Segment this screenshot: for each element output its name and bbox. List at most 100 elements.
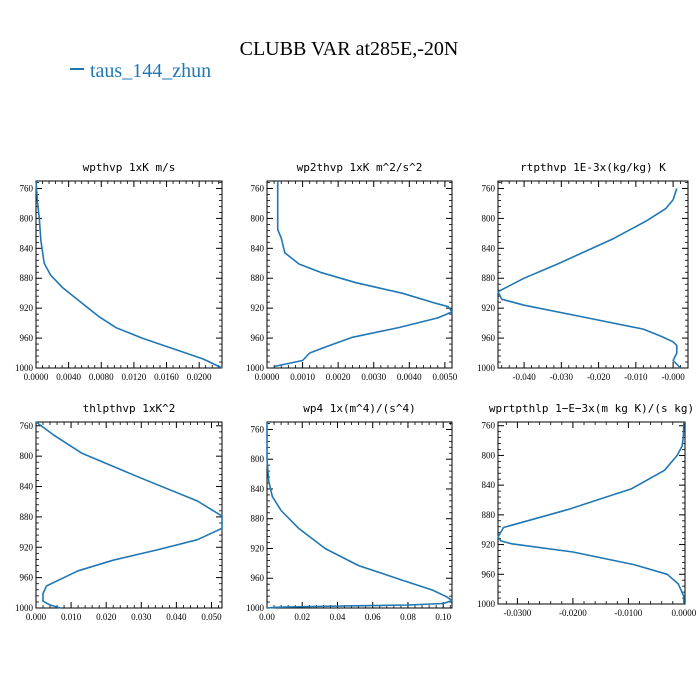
y-tick-label: 760 xyxy=(482,421,496,431)
x-tick-label: -0.0200 xyxy=(559,608,587,618)
x-tick-label: 0.00 xyxy=(259,612,275,622)
x-tick-label: 0.08 xyxy=(400,612,416,622)
series-line xyxy=(266,422,453,609)
panel-title: rtpthvp 1E-3x(kg/kg) K xyxy=(520,161,666,174)
x-tick-label: 0.040 xyxy=(166,612,187,622)
y-tick-label: 960 xyxy=(251,573,265,583)
y-tick-label: 880 xyxy=(251,273,265,283)
x-tick-label: 0.0030 xyxy=(361,372,386,382)
y-tick-label: 840 xyxy=(482,243,496,253)
y-tick-label: 840 xyxy=(482,480,496,490)
series-line xyxy=(497,188,682,369)
series-line xyxy=(497,421,685,604)
x-tick-label: 0.02 xyxy=(294,612,310,622)
y-tick-label: 920 xyxy=(482,540,496,550)
y-tick-label: 840 xyxy=(251,243,265,253)
subplot-grid: wpthvp 1xK m/s76080084088092096010000.00… xyxy=(15,161,697,622)
x-tick-label: 0.0080 xyxy=(89,372,114,382)
y-tick-label: 760 xyxy=(20,183,34,193)
x-tick-label: 0.020 xyxy=(96,612,117,622)
x-tick-label: -0.020 xyxy=(587,372,611,382)
subplot-6: wprtpthlp 1−E−3x(m kg K)/(s kg) 760 800 840… xyxy=(477,402,697,618)
figure-title: CLUBB VAR at285E,-20N xyxy=(240,38,459,60)
y-tick-label: 1000 xyxy=(477,363,496,373)
y-tick-label: 800 xyxy=(482,213,496,223)
x-tick-label: -0.000 xyxy=(661,372,685,382)
y-tick-label: 920 xyxy=(482,303,496,313)
subplot-2: wp2thvp 1xK m^2/s^2 760 800 840 880 920 960 100… xyxy=(246,161,458,382)
y-tick-label: 1000 xyxy=(477,599,496,609)
x-tick-label: 0.0020 xyxy=(326,372,351,382)
panel-title: wp2thvp 1xK m^2/s^2 xyxy=(297,161,423,174)
x-tick-label: 0.0010 xyxy=(290,372,315,382)
y-tick-label: 840 xyxy=(251,484,265,494)
y-tick-label: 1000 xyxy=(15,603,34,613)
y-tick-label: 760 xyxy=(20,421,34,431)
y-tick-label: 760 xyxy=(251,183,265,193)
panel-title: wpthvp 1xK m/s xyxy=(83,161,176,174)
x-tick-label: 0.0050 xyxy=(433,372,458,382)
x-tick-label: -0.0100 xyxy=(615,608,643,618)
y-tick-label: 880 xyxy=(482,510,496,520)
series-line xyxy=(35,421,223,609)
y-tick-label: 920 xyxy=(20,303,34,313)
y-tick-label: 800 xyxy=(20,213,34,223)
y-tick-label: 880 xyxy=(20,273,34,283)
x-tick-label: 0.0160 xyxy=(154,372,179,382)
y-tick-label: 800 xyxy=(251,213,265,223)
x-tick-label: 0.0000 xyxy=(255,372,280,382)
x-tick-label: 0.0040 xyxy=(56,372,81,382)
y-tick-label: 880 xyxy=(251,514,265,524)
x-tick-label: 0.0040 xyxy=(397,372,422,382)
y-tick-label: 960 xyxy=(482,569,496,579)
subplot-5: wp4 1x(m^4)/(s^4)76080084088092096010000… xyxy=(246,402,453,622)
plot-frame xyxy=(35,180,223,369)
plot-frame xyxy=(35,421,223,609)
y-tick-label: 800 xyxy=(20,451,34,461)
subplot-3: rtpthvp 1E-3x(kg/kg) K 760 800 840 880 920 960… xyxy=(477,161,689,382)
x-tick-label: -0.0300 xyxy=(504,608,532,618)
plot-frame xyxy=(266,180,453,369)
x-tick-label: 0.000 xyxy=(26,612,47,622)
series-line xyxy=(273,181,453,368)
x-tick-label: 0.0200 xyxy=(187,372,212,382)
y-tick-label: 1000 xyxy=(15,363,34,373)
y-tick-label: 1000 xyxy=(246,603,265,613)
plot-frame xyxy=(266,421,453,609)
subplot-4: thlpthvp 1xK^2 760 800 840 880 920 960 10000.00… xyxy=(15,402,223,622)
y-tick-label: 760 xyxy=(482,183,496,193)
subplot-1: wpthvp 1xK m/s76080084088092096010000.00… xyxy=(15,161,223,382)
y-tick-label: 920 xyxy=(251,543,265,553)
y-tick-label: 960 xyxy=(251,333,265,343)
y-tick-label: 840 xyxy=(20,482,34,492)
x-tick-label: -0.040 xyxy=(512,372,536,382)
y-tick-label: 880 xyxy=(20,512,34,522)
panel-title: wprtpthlp 1−E−3x(m kg K)/(s kg) xyxy=(489,402,694,415)
x-tick-label: 0.0000 xyxy=(24,372,49,382)
x-tick-label: 0.030 xyxy=(131,612,152,622)
x-tick-label: 0.06 xyxy=(365,612,381,622)
y-tick-label: 920 xyxy=(20,542,34,552)
x-tick-label: 0.050 xyxy=(201,612,222,622)
plot-frame xyxy=(497,421,686,605)
panel-title: thlpthvp 1xK^2 xyxy=(83,402,176,415)
series-line xyxy=(35,180,223,369)
y-tick-label: 960 xyxy=(20,573,34,583)
y-tick-label: 960 xyxy=(20,333,34,343)
x-tick-label: -0.030 xyxy=(550,372,574,382)
legend-label: taus_144_zhun xyxy=(90,60,211,82)
y-tick-label: 880 xyxy=(482,273,496,283)
y-tick-label: 1000 xyxy=(246,363,265,373)
y-tick-label: 800 xyxy=(251,454,265,464)
y-tick-label: 960 xyxy=(482,333,496,343)
x-tick-label: 0.10 xyxy=(435,612,451,622)
x-tick-label: -0.010 xyxy=(624,372,648,382)
x-tick-label: 0.010 xyxy=(61,612,82,622)
panel-title: wp4 1x(m^4)/(s^4) xyxy=(303,402,416,415)
plot-frame xyxy=(497,180,689,369)
y-tick-label: 840 xyxy=(20,243,34,253)
y-tick-label: 920 xyxy=(251,303,265,313)
y-tick-label: 800 xyxy=(482,450,496,460)
y-tick-label: 760 xyxy=(251,424,265,434)
